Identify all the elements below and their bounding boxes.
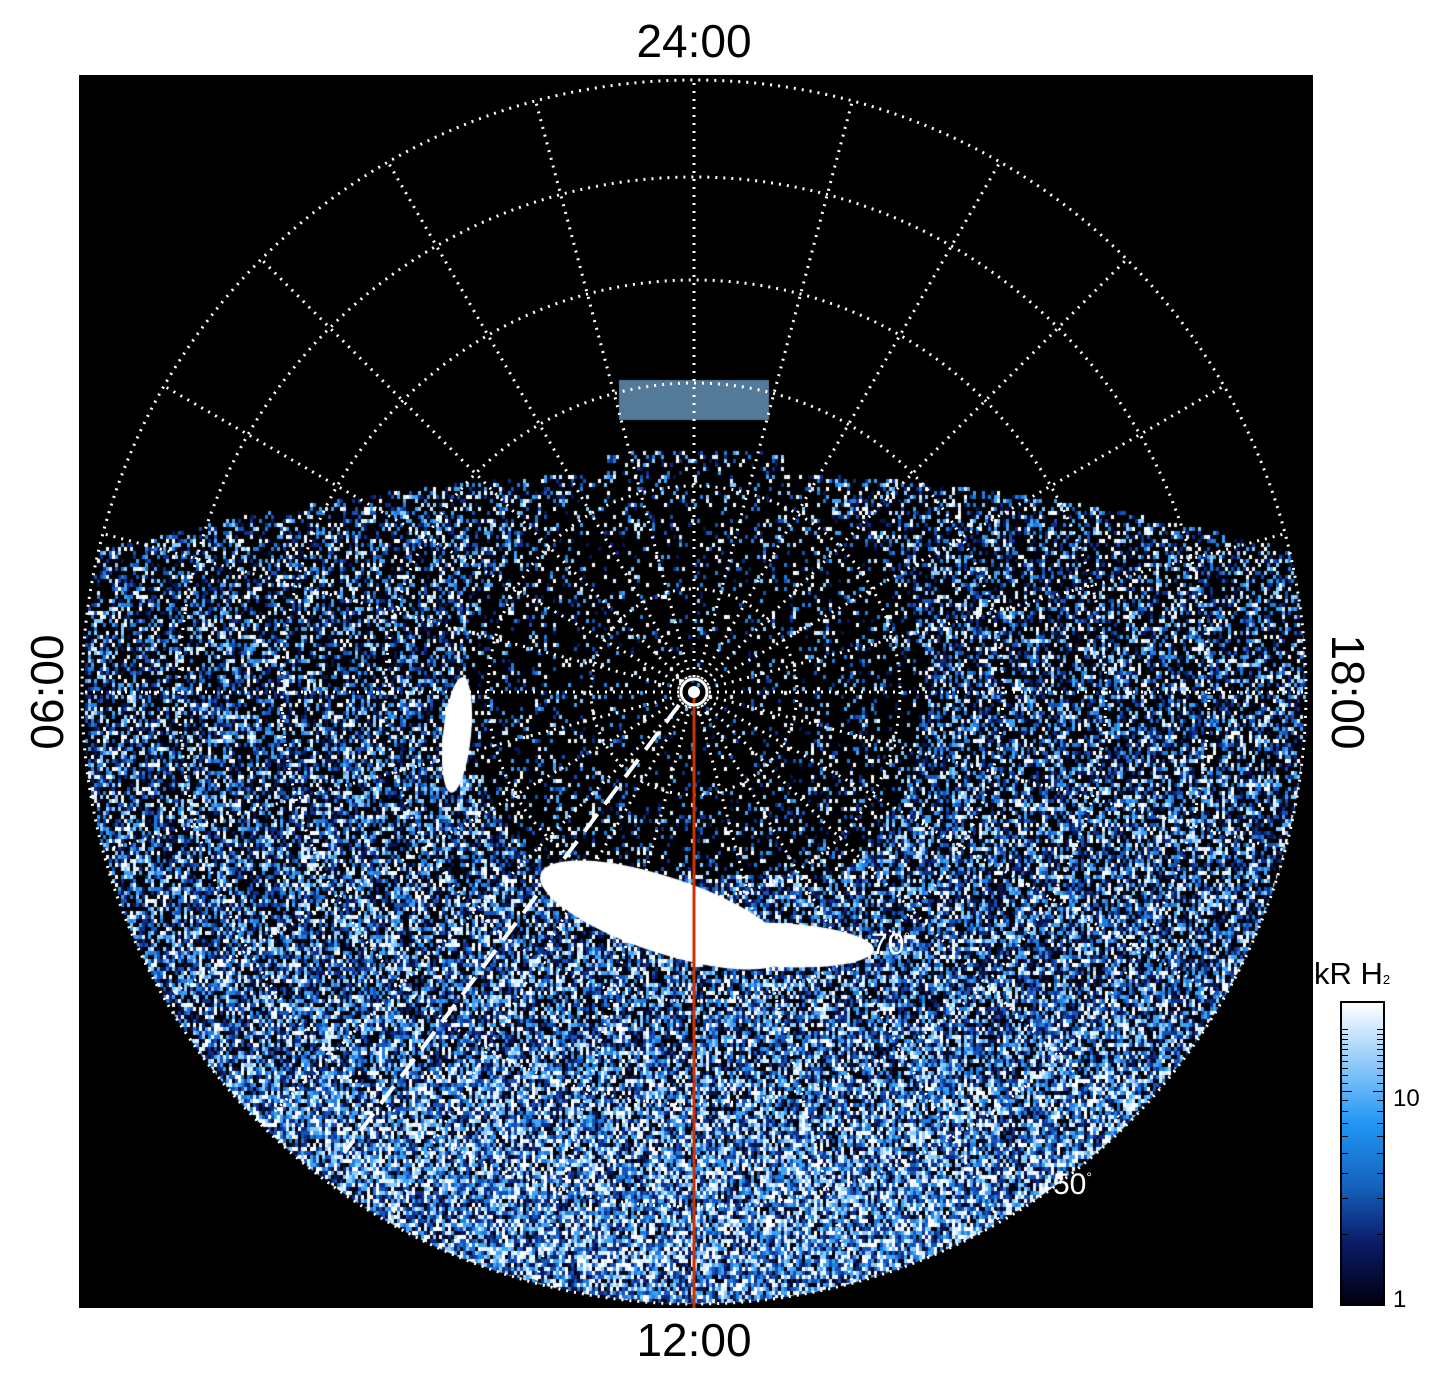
colorbar-tick-1: 1 <box>1393 1286 1407 1313</box>
colorbar-minor-tick <box>1377 1075 1383 1076</box>
mlt-meridian <box>708 532 1286 690</box>
colorbar-tick-10: 10 <box>1393 1085 1420 1112</box>
colorbar-minor-tick <box>1377 1034 1383 1035</box>
colorbar-minor-tick <box>1377 1061 1383 1062</box>
mlt-label-dawn: 06:00 <box>21 634 73 750</box>
colorbar-minor-tick <box>1377 1234 1383 1235</box>
colorbar-minor-tick <box>1377 1083 1383 1084</box>
colorbar-minor-tick <box>1377 1136 1383 1137</box>
colorbar-minor-tick <box>1377 1111 1383 1112</box>
colorbar-minor-tick <box>1342 1173 1348 1174</box>
mlt-meridian <box>386 704 688 1223</box>
polar-grid-overlay <box>80 78 1308 1308</box>
mlt-meridian <box>703 258 1128 683</box>
mlt-meridian <box>260 258 685 683</box>
colorbar-minor-tick <box>1342 1198 1348 1199</box>
colorbar-minor-tick <box>1342 1075 1348 1076</box>
pole-marker-inner <box>688 686 700 698</box>
colorbar-minor-tick <box>1377 1100 1383 1101</box>
mlt-meridian <box>102 694 680 852</box>
colorbar-minor-tick <box>1342 1123 1348 1124</box>
mlt-label-dusk: 18:00 <box>1322 634 1374 750</box>
mlt-meridian <box>706 384 1225 686</box>
colorbar-minor-tick <box>1342 1091 1352 1092</box>
mlt-label-noon: 12:00 <box>636 1314 752 1366</box>
mlt-meridian <box>102 532 680 690</box>
mlt-meridian <box>708 694 1286 852</box>
latitude-circle <box>383 381 1005 1003</box>
mlt-meridian <box>706 698 1225 1000</box>
colorbar-minor-tick <box>1342 1153 1348 1154</box>
latitude-circle <box>280 278 1108 1106</box>
colorbar-minor-tick <box>1342 1044 1348 1045</box>
mlt-meridian <box>163 384 682 686</box>
auroral-polar-projection: 70° 50° <box>79 75 1313 1308</box>
colorbar-minor-tick <box>1342 1083 1348 1084</box>
colorbar-minor-tick <box>1342 1111 1348 1112</box>
mlt-label-midnight: 24:00 <box>636 15 752 67</box>
mlt-meridian <box>163 698 682 1000</box>
latitude-label-50: 50° <box>1053 1168 1092 1201</box>
colorbar-minor-tick <box>1342 1100 1348 1101</box>
colorbar-minor-tick <box>1377 1044 1383 1045</box>
mlt-meridian <box>534 100 692 678</box>
colorbar-minor-tick <box>1342 1234 1348 1235</box>
mlt-meridian <box>700 704 1002 1223</box>
colorbar-minor-tick <box>1342 1049 1348 1050</box>
mlt-meridian <box>260 701 685 1126</box>
colorbar-minor-tick <box>1377 1055 1383 1056</box>
mlt-meridian <box>696 100 854 678</box>
colorbar-minor-tick <box>1342 1055 1348 1056</box>
pole-marker-outer <box>679 677 709 707</box>
colorbar-minor-tick <box>1342 1061 1348 1062</box>
mlt-meridian <box>703 701 1128 1126</box>
colorbar-minor-tick <box>1377 1173 1383 1174</box>
mlt-meridian <box>700 161 1002 680</box>
colorbar-minor-tick <box>1342 1029 1348 1030</box>
colorbar-minor-tick <box>1342 1034 1348 1035</box>
mlt-meridian <box>534 706 692 1284</box>
colorbar-minor-tick <box>1342 1136 1348 1137</box>
latitude-label-70: 70° <box>871 928 910 961</box>
mlt-meridian <box>696 706 854 1284</box>
colorbar-minor-tick <box>1377 1039 1383 1040</box>
colorbar-minor-tick <box>1377 1068 1383 1069</box>
colorbar-minor-tick <box>1377 1153 1383 1154</box>
colorbar-minor-tick <box>1377 1198 1383 1199</box>
dashed-track-line <box>342 703 681 1155</box>
colorbar-title: kR H2 <box>1314 956 1391 991</box>
mlt-meridian <box>386 161 688 680</box>
colorbar-minor-tick <box>1377 1049 1383 1050</box>
colorbar-minor-tick <box>1377 1123 1383 1124</box>
latitude-circle <box>486 484 902 900</box>
colorbar-minor-tick <box>1377 1029 1383 1030</box>
colorbar-minor-tick <box>1342 1068 1348 1069</box>
colorbar-minor-tick <box>1342 1039 1348 1040</box>
colorbar-minor-tick <box>1373 1091 1383 1092</box>
